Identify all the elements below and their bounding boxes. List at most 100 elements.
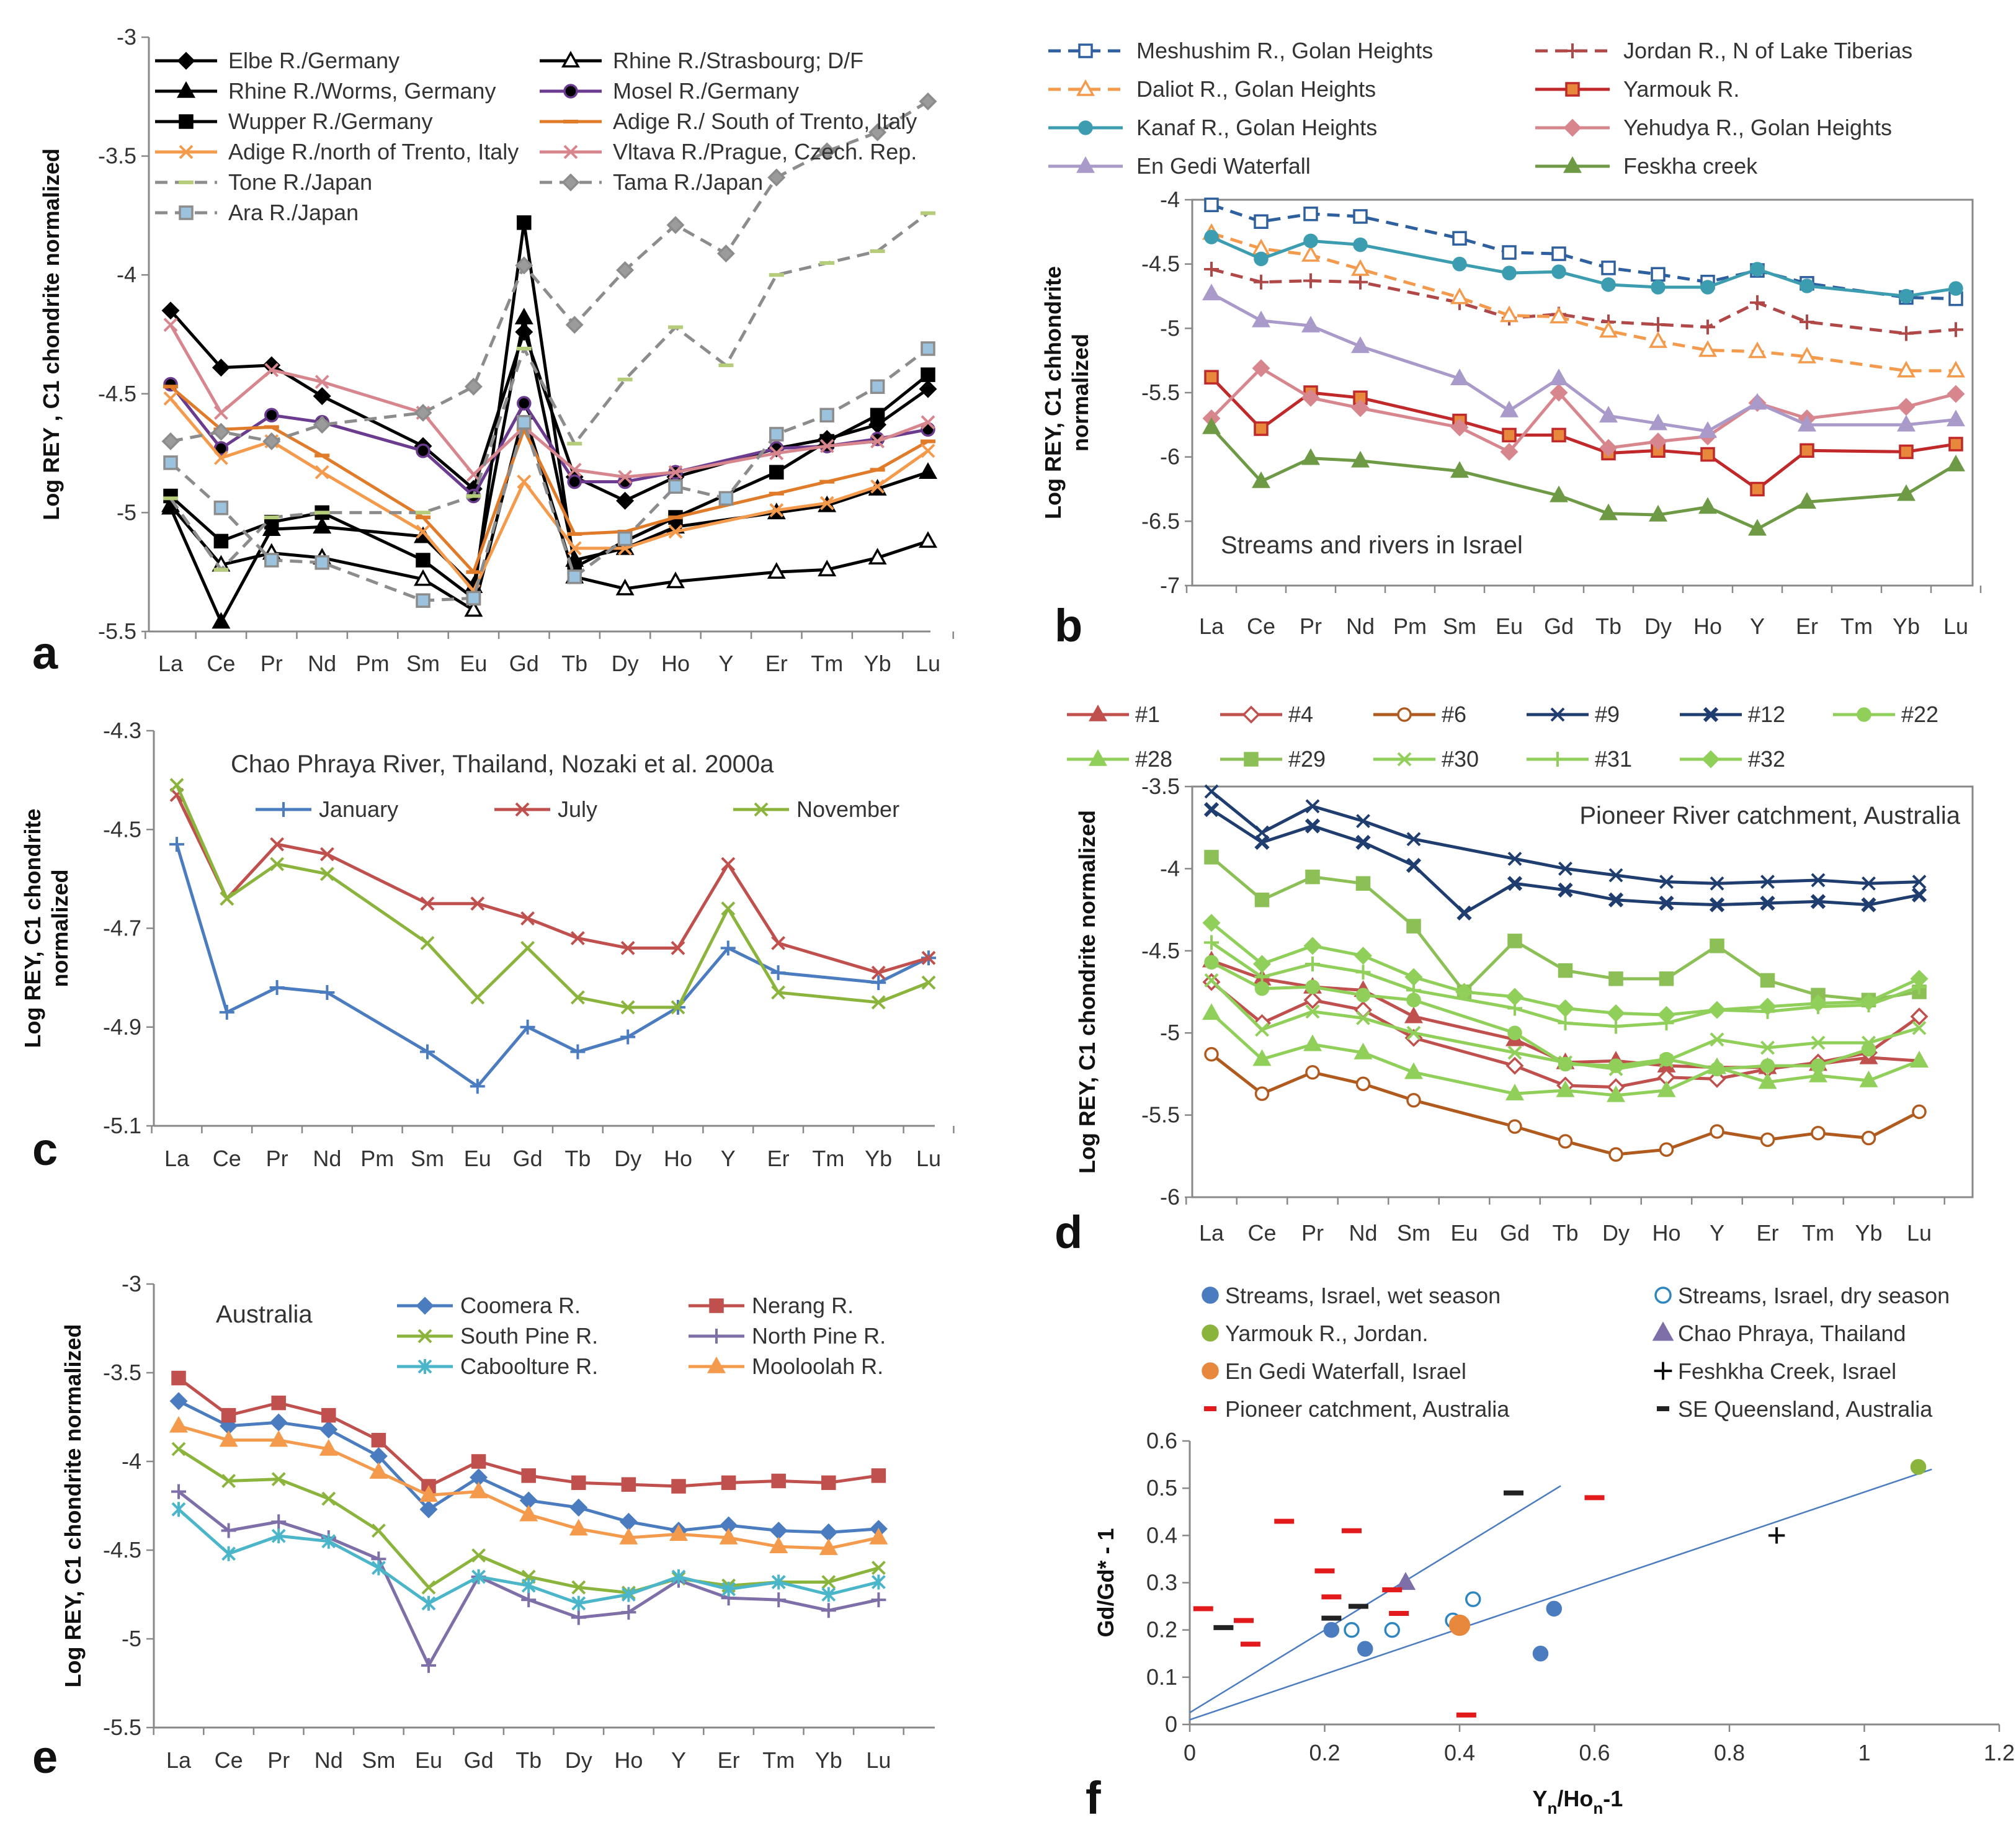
y-tick-label: -3 — [122, 1271, 141, 1296]
data-point — [1505, 988, 1524, 1006]
legend-marker — [1657, 1406, 1669, 1411]
data-point — [1599, 439, 1618, 457]
data-point — [1274, 1519, 1295, 1524]
panel-letter: e — [32, 1731, 58, 1783]
data-point — [1601, 277, 1616, 292]
data-point — [1204, 1046, 1219, 1062]
data-point — [620, 1029, 636, 1045]
data-point — [1798, 414, 1816, 432]
data-point — [1809, 994, 1827, 1013]
data-point — [616, 491, 635, 510]
data-point — [1550, 306, 1568, 324]
data-point — [1253, 955, 1271, 973]
data-point — [1213, 1625, 1234, 1630]
y-tick-label: 0.6 — [1146, 1428, 1177, 1453]
legend-label: #22 — [1901, 702, 1938, 727]
x-tick-label: La — [1199, 613, 1224, 639]
data-point — [1353, 209, 1368, 224]
data-point — [1947, 409, 1965, 427]
chart-title: Pioneer River catchment, Australia — [1579, 802, 1960, 829]
x-tick-label: Gd — [1500, 1220, 1530, 1246]
data-point — [464, 600, 483, 617]
data-point — [868, 548, 887, 564]
legend-label: Vltava R./Prague, Czech. Rep. — [613, 139, 917, 164]
data-point — [1910, 1007, 1929, 1026]
data-point — [1456, 905, 1472, 921]
data-point — [1899, 444, 1914, 460]
y-tick-label: -6 — [1160, 1184, 1180, 1210]
data-point — [1584, 1495, 1605, 1501]
data-point — [416, 593, 430, 608]
data-point — [1948, 437, 1963, 452]
data-point — [1356, 1010, 1370, 1025]
data-point — [571, 1475, 586, 1491]
x-tick-label: Nd — [314, 1747, 343, 1773]
data-point — [371, 1432, 386, 1448]
data-point — [919, 531, 937, 548]
legend-label: #9 — [1595, 702, 1620, 727]
y-tick-label: 0.5 — [1146, 1475, 1177, 1501]
data-point — [1550, 485, 1568, 502]
data-point — [771, 1574, 786, 1590]
data-point — [771, 985, 786, 1000]
data-point — [1305, 869, 1320, 885]
y-tick-label: 0.3 — [1146, 1570, 1177, 1595]
data-point — [269, 1413, 288, 1432]
data-point — [666, 216, 685, 234]
x-tick-label: Yb — [1893, 613, 1920, 639]
x-tick-label: Pm — [1393, 613, 1427, 639]
data-point — [1303, 207, 1318, 221]
data-point — [921, 367, 935, 382]
data-point — [1698, 421, 1717, 438]
x-tick-label: La — [158, 651, 184, 676]
data-point — [1897, 484, 1916, 501]
data-point — [921, 444, 935, 458]
data-point — [1355, 876, 1371, 891]
data-point — [1500, 400, 1519, 417]
y-tick-label: -5.5 — [98, 618, 136, 644]
x-tick-label: Ho — [1652, 1220, 1680, 1246]
data-point — [621, 1477, 636, 1492]
series-line — [1210, 790, 1920, 885]
legend-marker — [707, 1356, 726, 1373]
legend-label: Daliot R., Golan Heights — [1136, 76, 1376, 102]
data-point — [620, 1000, 635, 1015]
data-point — [171, 1484, 186, 1499]
legend-label: Jordan R., N of Lake Tiberias — [1623, 38, 1912, 63]
data-point — [668, 524, 683, 539]
data-point — [1649, 413, 1667, 430]
y-tick-label: -4.5 — [1141, 938, 1180, 963]
trendline — [1189, 1485, 1561, 1714]
data-point — [1551, 246, 1566, 261]
data-point — [1659, 875, 1674, 889]
data-point — [1912, 1104, 1927, 1120]
legend-label: #29 — [1288, 746, 1326, 772]
data-point — [819, 1523, 838, 1541]
x-tick-label: 0.2 — [1309, 1740, 1340, 1765]
data-point — [570, 990, 585, 1005]
data-point — [1240, 1641, 1260, 1647]
series-line — [175, 794, 929, 974]
x-tick-label: Eu — [464, 1146, 491, 1171]
data-point — [1254, 1086, 1270, 1101]
legend-label: Meshushim R., Golan Heights — [1136, 38, 1433, 63]
legend-marker — [561, 173, 580, 192]
data-point — [1351, 399, 1370, 417]
x-tick-label: Tb — [515, 1747, 542, 1773]
data-point — [919, 380, 937, 398]
legend-marker — [179, 145, 194, 159]
x-tick-label: Sm — [406, 651, 440, 676]
x-tick-label: Tb — [564, 1146, 591, 1171]
y-tick-label: -5.1 — [103, 1113, 141, 1138]
data-point — [869, 1527, 888, 1545]
legend-label: #4 — [1288, 702, 1313, 727]
data-point — [1507, 1119, 1522, 1134]
x-tick-label: Pm — [356, 651, 390, 676]
data-point — [1710, 1032, 1724, 1047]
data-point — [220, 891, 234, 906]
legend-label: January — [319, 796, 398, 822]
x-tick-label: Gd — [513, 1146, 543, 1171]
y-tick-label: -4.3 — [103, 718, 141, 743]
data-point — [771, 1473, 786, 1489]
data-point — [1897, 414, 1916, 432]
